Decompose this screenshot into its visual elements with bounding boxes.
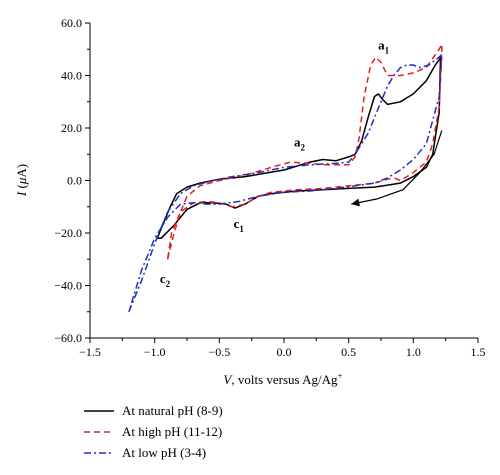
x-tick-label: 0.0 xyxy=(277,345,292,359)
y-axis-label: I (μA) xyxy=(14,164,29,197)
legend-item-natural-ph: At natural pH (8-9) xyxy=(84,400,384,421)
scan-arrow-head xyxy=(351,198,360,207)
x-axis-label-text: , volts versus Ag/Ag xyxy=(231,372,338,387)
x-axis-label-superscript: + xyxy=(338,371,343,381)
peak-label-a1: a1 xyxy=(378,37,390,55)
y-tick-label: 0.0 xyxy=(67,174,82,188)
x-axis-label-symbol: V xyxy=(223,372,233,387)
legend-label-natural-ph: At natural pH (8-9) xyxy=(122,402,223,418)
y-tick-label: 20.0 xyxy=(61,121,82,135)
x-tick-label: 1.0 xyxy=(406,345,421,359)
scan-direction-arrow xyxy=(351,130,443,207)
scan-arrow-line xyxy=(351,130,443,205)
peak-label-c2: c2 xyxy=(160,271,171,289)
y-axis-label-symbol: I xyxy=(14,191,29,197)
series-line-3 xyxy=(128,53,443,313)
x-tick-label: −1.0 xyxy=(144,345,166,359)
series-line-2 xyxy=(166,43,443,260)
y-tick-label: −40.0 xyxy=(54,279,82,293)
legend: At natural pH (8-9) At high pH (11-12) A… xyxy=(84,400,384,463)
legend-label-low-ph: At low pH (3-4) xyxy=(122,444,207,460)
legend-item-high-ph: At high pH (11-12) xyxy=(84,421,384,442)
series-line-1 xyxy=(156,56,442,240)
x-tick-label: 0.5 xyxy=(341,345,356,359)
peak-label-a2: a2 xyxy=(294,134,306,152)
series-layer xyxy=(128,43,443,313)
x-axis-label: V, volts versus Ag/Ag+ xyxy=(223,371,342,387)
legend-item-low-ph: At low pH (3-4) xyxy=(84,442,384,463)
legend-label-high-ph: At high pH (11-12) xyxy=(122,423,223,439)
legend-swatch-low-ph xyxy=(84,451,114,454)
peak-label-c1: c1 xyxy=(234,216,245,234)
legend-swatch-high-ph xyxy=(84,430,114,433)
x-tick-label: −0.5 xyxy=(208,345,230,359)
x-tick-label: 1.5 xyxy=(471,345,486,359)
y-tick-label: 60.0 xyxy=(61,16,82,30)
y-axis-label-close: A) xyxy=(14,164,29,178)
y-tick-label: −20.0 xyxy=(54,226,82,240)
y-axis-label-open: ( xyxy=(14,184,29,192)
y-tick-label: −60.0 xyxy=(54,331,82,345)
axes: −1.5 −1.0 −0.5 0.0 0.5 1.0 1.5 60.0 40.0 20.0 0.0 −… xyxy=(54,16,485,359)
y-tick-label: 40.0 xyxy=(61,69,82,83)
y-axis-label-unit-prefix: μ xyxy=(14,177,29,185)
legend-swatch-natural-ph xyxy=(84,409,114,412)
peak-annotations: a1 a2 c1 c2 xyxy=(160,37,390,289)
x-tick-label: −1.5 xyxy=(79,345,101,359)
